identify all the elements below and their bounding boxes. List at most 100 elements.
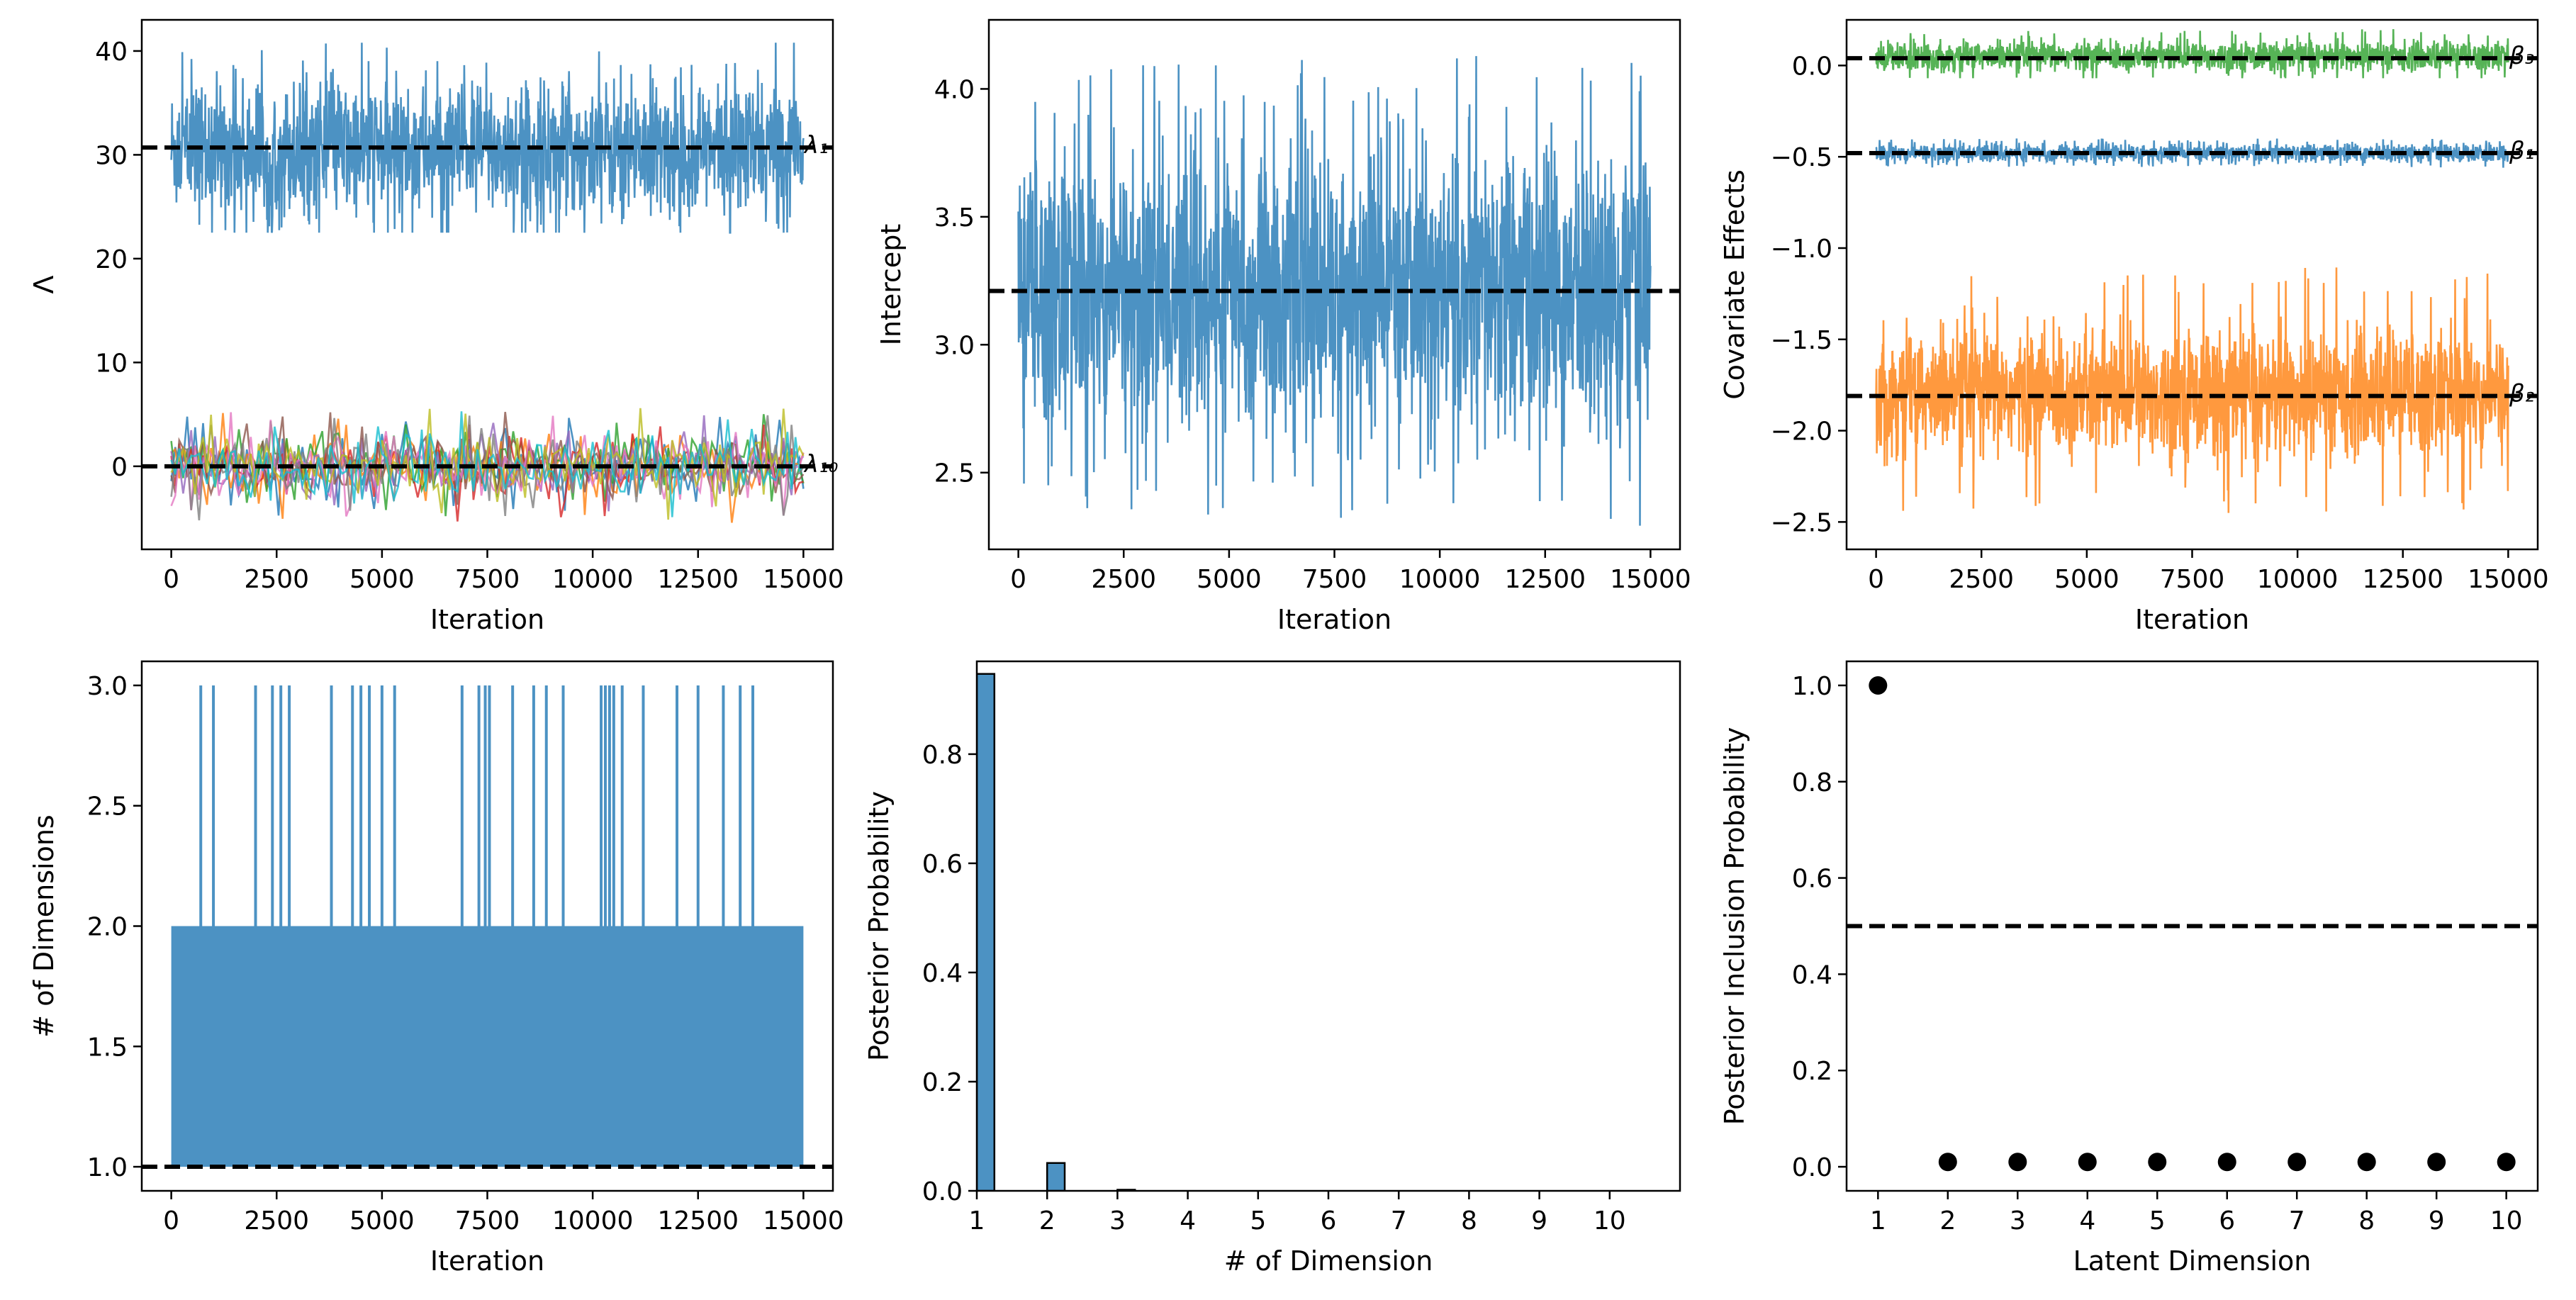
reference-line-label: λ₁ bbox=[803, 131, 829, 159]
y-axis-label: # of Dimensions bbox=[28, 814, 60, 1037]
y-tick-label: 10 bbox=[95, 349, 128, 378]
x-tick-label: 12500 bbox=[2362, 565, 2443, 594]
x-tick-label: 10000 bbox=[1399, 565, 1481, 594]
bar-1 bbox=[977, 673, 996, 1191]
y-tick-label: 3.0 bbox=[87, 672, 128, 701]
x-tick-label: 9 bbox=[1531, 1206, 1547, 1235]
axes-frame bbox=[1845, 660, 2539, 1192]
x-tick-label: 0 bbox=[1868, 565, 1884, 594]
x-tick-label: 10000 bbox=[552, 1206, 634, 1235]
axes-intercept: 0 2500 5000 7500 10000 12500 15000 2.5 3.0 3.5 4.0… bbox=[875, 18, 1691, 635]
point-6 bbox=[2217, 1153, 2236, 1172]
point-3 bbox=[2008, 1153, 2027, 1172]
y-tick-label: 2.5 bbox=[87, 792, 128, 822]
x-tick-label: 5000 bbox=[1197, 565, 1262, 594]
x-tick-label: 7500 bbox=[1302, 565, 1367, 594]
y-tick-label: 3.5 bbox=[934, 203, 975, 232]
x-tick-label: 15000 bbox=[1610, 565, 1691, 594]
y-tick-label: 0.8 bbox=[1792, 768, 1832, 797]
y-tick-label: 0.4 bbox=[1792, 960, 1832, 990]
x-axis-label: Iteration bbox=[1277, 604, 1391, 635]
trace-lambda-10 bbox=[170, 408, 805, 520]
plot-area-covariates bbox=[1847, 29, 2538, 513]
x-tick-label: 12500 bbox=[657, 1206, 739, 1235]
y-tick-label: 0.8 bbox=[922, 741, 963, 770]
point-2 bbox=[1938, 1153, 1957, 1172]
x-tick-label: 1 bbox=[969, 1206, 985, 1235]
point-8 bbox=[2357, 1153, 2376, 1172]
point-4 bbox=[2078, 1153, 2097, 1172]
x-tick-label: 10 bbox=[1594, 1206, 1626, 1235]
trace-band bbox=[171, 926, 804, 1167]
x-tick-label: 7500 bbox=[455, 1206, 520, 1235]
plot-area-dimensions_trace bbox=[142, 685, 833, 1170]
y-tick-label: 0.0 bbox=[1792, 1153, 1832, 1182]
y-tick-label: 0.0 bbox=[1792, 52, 1832, 81]
y-tick-label: 30 bbox=[95, 141, 128, 170]
x-tick-label: 15000 bbox=[2468, 565, 2549, 594]
x-tick-label: 5000 bbox=[349, 1206, 415, 1235]
point-1 bbox=[1869, 676, 1888, 695]
point-5 bbox=[2148, 1153, 2167, 1172]
y-tick-label: 1.0 bbox=[87, 1153, 128, 1182]
x-tick-label: 8 bbox=[2358, 1206, 2375, 1235]
x-tick-label: 12500 bbox=[657, 565, 739, 594]
trace-intercept bbox=[1017, 56, 1652, 526]
y-tick-label: −1.0 bbox=[1771, 235, 1832, 264]
y-tick-label: 1.0 bbox=[1792, 672, 1832, 701]
plot-area-lambda bbox=[142, 43, 833, 523]
x-tick-label: 0 bbox=[1010, 565, 1026, 594]
x-tick-label: 10000 bbox=[2257, 565, 2339, 594]
y-tick-label: 40 bbox=[95, 38, 128, 67]
x-tick-label: 5 bbox=[1250, 1206, 1266, 1235]
x-tick-label: 5000 bbox=[2054, 565, 2119, 594]
x-tick-label: 10 bbox=[2490, 1206, 2523, 1235]
trace-lambda-11 bbox=[170, 411, 805, 517]
x-tick-label: 2500 bbox=[1949, 565, 2014, 594]
x-tick-label: 0 bbox=[163, 565, 179, 594]
y-axis-label: Posterior Probability bbox=[863, 791, 895, 1061]
y-tick-label: 20 bbox=[95, 245, 128, 274]
x-tick-label: 1 bbox=[1870, 1206, 1886, 1235]
axes-dimension_hist: 1 2 3 4 5 6 7 8 9 10 0.0 0.2 0.4 0.6 0.8 # of Dimension… bbox=[863, 660, 1681, 1277]
x-axis-label: Iteration bbox=[430, 1245, 544, 1277]
plot-area-dimension_hist bbox=[977, 673, 1136, 1191]
x-tick-label: 15000 bbox=[763, 1206, 844, 1235]
y-tick-label: 0.4 bbox=[922, 959, 963, 988]
y-tick-label: 0 bbox=[111, 453, 128, 482]
x-tick-label: 4 bbox=[1180, 1206, 1196, 1235]
y-tick-label: 0.6 bbox=[922, 850, 963, 879]
point-10 bbox=[2497, 1153, 2516, 1172]
x-tick-label: 8 bbox=[1461, 1206, 1477, 1235]
x-tick-label: 0 bbox=[163, 1206, 179, 1235]
x-tick-label: 9 bbox=[2429, 1206, 2445, 1235]
y-tick-label: 0.6 bbox=[1792, 865, 1832, 894]
x-tick-label: 2500 bbox=[244, 565, 309, 594]
x-tick-label: 15000 bbox=[763, 565, 844, 594]
reference-line-label: β₃ bbox=[2509, 42, 2534, 70]
x-tick-label: 2 bbox=[1039, 1206, 1055, 1235]
y-tick-label: 0.2 bbox=[922, 1068, 963, 1097]
x-tick-label: 2500 bbox=[244, 1206, 309, 1235]
x-tick-label: 3 bbox=[2010, 1206, 2026, 1235]
y-tick-label: −1.5 bbox=[1771, 326, 1832, 355]
x-tick-label: 6 bbox=[2219, 1206, 2235, 1235]
y-tick-label: 0.0 bbox=[922, 1177, 963, 1206]
x-axis-label: Iteration bbox=[2135, 604, 2249, 635]
y-tick-label: 2.0 bbox=[87, 913, 128, 942]
x-tick-label: 4 bbox=[2079, 1206, 2095, 1235]
x-axis-label: # of Dimension bbox=[1224, 1245, 1433, 1277]
y-tick-label: −2.0 bbox=[1771, 418, 1832, 447]
reference-line-label: β₂ bbox=[2509, 380, 2535, 408]
point-7 bbox=[2287, 1153, 2307, 1172]
x-tick-label: 2500 bbox=[1091, 565, 1156, 594]
x-axis-label: Latent Dimension bbox=[2073, 1245, 2312, 1277]
y-tick-label: 1.5 bbox=[87, 1033, 128, 1062]
x-tick-label: 6 bbox=[1321, 1206, 1337, 1235]
x-tick-label: 12500 bbox=[1504, 565, 1586, 594]
x-tick-label: 7 bbox=[1391, 1206, 1407, 1235]
plot-area-intercept bbox=[989, 56, 1680, 526]
x-tick-label: 5 bbox=[2149, 1206, 2166, 1235]
reference-line-label: β₁ bbox=[2509, 137, 2534, 165]
